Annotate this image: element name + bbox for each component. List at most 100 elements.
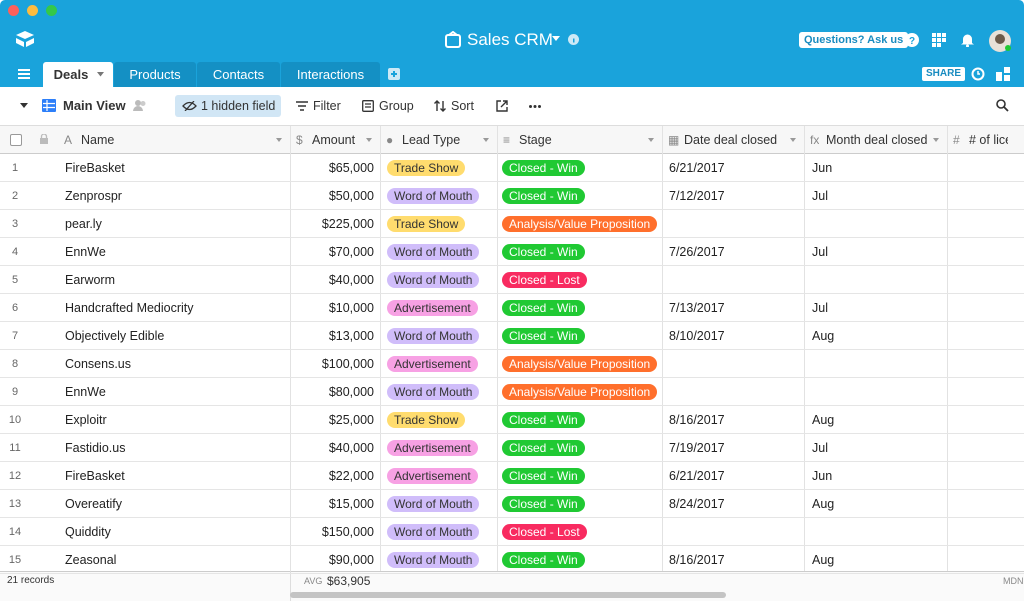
row-number: 5 [11, 274, 19, 286]
close-button[interactable] [8, 5, 19, 16]
hide-icon [182, 101, 197, 111]
tag-cell: Closed - Lost [502, 518, 587, 546]
tab[interactable]: Interactions [281, 62, 380, 87]
summary-label[interactable]: MDN [1003, 576, 1024, 586]
tag-cell: Analysis/Value Proposition [502, 210, 658, 238]
hidden-fields-button[interactable] [175, 95, 281, 117]
column-header[interactable]: Stage [519, 133, 552, 147]
name-cell: Handcrafted Mediocrity [65, 301, 194, 315]
avatar[interactable] [988, 29, 1012, 53]
column-header[interactable]: Month deal closed [826, 133, 928, 147]
name-cell: Earworm [65, 273, 116, 287]
row-number: 2 [11, 190, 19, 202]
zoom-button[interactable] [46, 5, 57, 16]
apps-icon[interactable] [932, 33, 946, 47]
text-cell: Jun [812, 469, 833, 483]
column-header[interactable]: # of licens [969, 133, 1008, 147]
tag-cell: Analysis/Value Proposition [502, 378, 658, 406]
tag-cell: Closed - Win [502, 490, 585, 518]
tag: Advertisement [387, 356, 478, 372]
tag-cell: Trade Show [387, 210, 466, 238]
row-border [0, 433, 1024, 434]
select-all-checkbox[interactable] [10, 134, 22, 146]
record-count: 21 records [7, 575, 55, 586]
hidden-fields-label[interactable]: 1 hidden field [201, 99, 276, 113]
name-cell: Zeasonal [65, 553, 117, 567]
divider [290, 571, 291, 601]
filter-button[interactable]: Filter [313, 99, 341, 113]
logo[interactable] [14, 30, 36, 48]
share-button[interactable]: SHARE [922, 67, 966, 81]
tag-cell: Closed - Win [502, 434, 585, 462]
field-type-icon: fx [810, 133, 820, 147]
view-toolbar [0, 87, 1024, 126]
tab[interactable]: Contacts [197, 62, 280, 87]
blocks-icon[interactable] [996, 67, 1010, 81]
menu-icon[interactable] [18, 69, 30, 79]
history-icon[interactable] [971, 67, 985, 81]
more-icon[interactable] [529, 105, 541, 108]
field-type-icon: ● [386, 133, 394, 147]
column-header-row [0, 126, 1024, 154]
text-cell: Jul [812, 441, 828, 455]
summary-label[interactable]: AVG [304, 576, 323, 586]
horizontal-scrollbar[interactable] [290, 592, 726, 598]
filter-icon [296, 101, 308, 111]
column-header[interactable]: Amount [312, 133, 356, 147]
svg-text:?: ? [909, 36, 915, 47]
name-cell: Objectively Edible [65, 329, 165, 343]
sort-button[interactable]: Sort [451, 99, 474, 113]
tab-dropdown[interactable] [97, 72, 104, 77]
column-header[interactable]: Date deal closed [684, 133, 778, 147]
group-button[interactable]: Group [379, 99, 414, 113]
tag: Word of Mouth [387, 496, 480, 512]
tab[interactable]: Products [114, 62, 196, 87]
tag: Word of Mouth [387, 552, 480, 568]
help-icon[interactable]: ? [905, 33, 919, 47]
tag: Closed - Win [502, 160, 585, 176]
column-header[interactable]: Name [81, 133, 115, 147]
column-header[interactable]: Lead Type [402, 133, 461, 147]
tag-cell: Word of Mouth [387, 378, 480, 406]
help-button[interactable]: Questions? Ask us [799, 32, 909, 48]
tag-cell: Advertisement [387, 294, 478, 322]
app-title[interactable]: Sales CRM [467, 30, 553, 49]
name-cell: Overeatify [65, 497, 122, 511]
title-dropdown[interactable] [552, 36, 560, 42]
text-cell: Aug [812, 329, 835, 343]
summary-value[interactable]: $63,905 [327, 574, 371, 588]
row-number: 12 [8, 470, 22, 482]
info-icon[interactable] [568, 34, 579, 45]
tab[interactable]: Deals [43, 62, 113, 87]
add-table-button[interactable] [388, 68, 400, 80]
tag: Analysis/Value Proposition [502, 216, 658, 232]
minimize-button[interactable] [27, 5, 38, 16]
row-border [0, 237, 1024, 238]
name-cell: Fastidio.us [65, 441, 126, 455]
search-icon[interactable] [996, 99, 1009, 112]
row-border [0, 181, 1024, 182]
tag: Advertisement [387, 468, 478, 484]
notifications-icon[interactable] [961, 33, 974, 47]
row-border [0, 405, 1024, 406]
view-name[interactable]: Main View [63, 98, 126, 113]
tag-cell: Advertisement [387, 434, 478, 462]
tag: Advertisement [387, 440, 478, 456]
text-cell: 8/10/2017 [669, 329, 725, 343]
group-icon [362, 100, 374, 112]
tag: Word of Mouth [387, 272, 480, 288]
tag-cell: Word of Mouth [387, 322, 480, 350]
tag: Closed - Win [502, 328, 585, 344]
tab-label[interactable]: Deals [53, 67, 89, 82]
tag: Closed - Win [502, 552, 585, 568]
tag-cell: Closed - Win [502, 462, 585, 490]
tag-cell: Word of Mouth [387, 182, 480, 210]
share-view-icon[interactable] [496, 100, 508, 112]
amount-cell: $40,000 [328, 273, 374, 287]
text-cell: 7/12/2017 [669, 189, 725, 203]
tag: Word of Mouth [387, 328, 480, 344]
tag-cell: Word of Mouth [387, 238, 480, 266]
view-toggle[interactable] [20, 103, 28, 109]
tag-cell: Closed - Lost [502, 266, 587, 294]
row-border [0, 349, 1024, 350]
